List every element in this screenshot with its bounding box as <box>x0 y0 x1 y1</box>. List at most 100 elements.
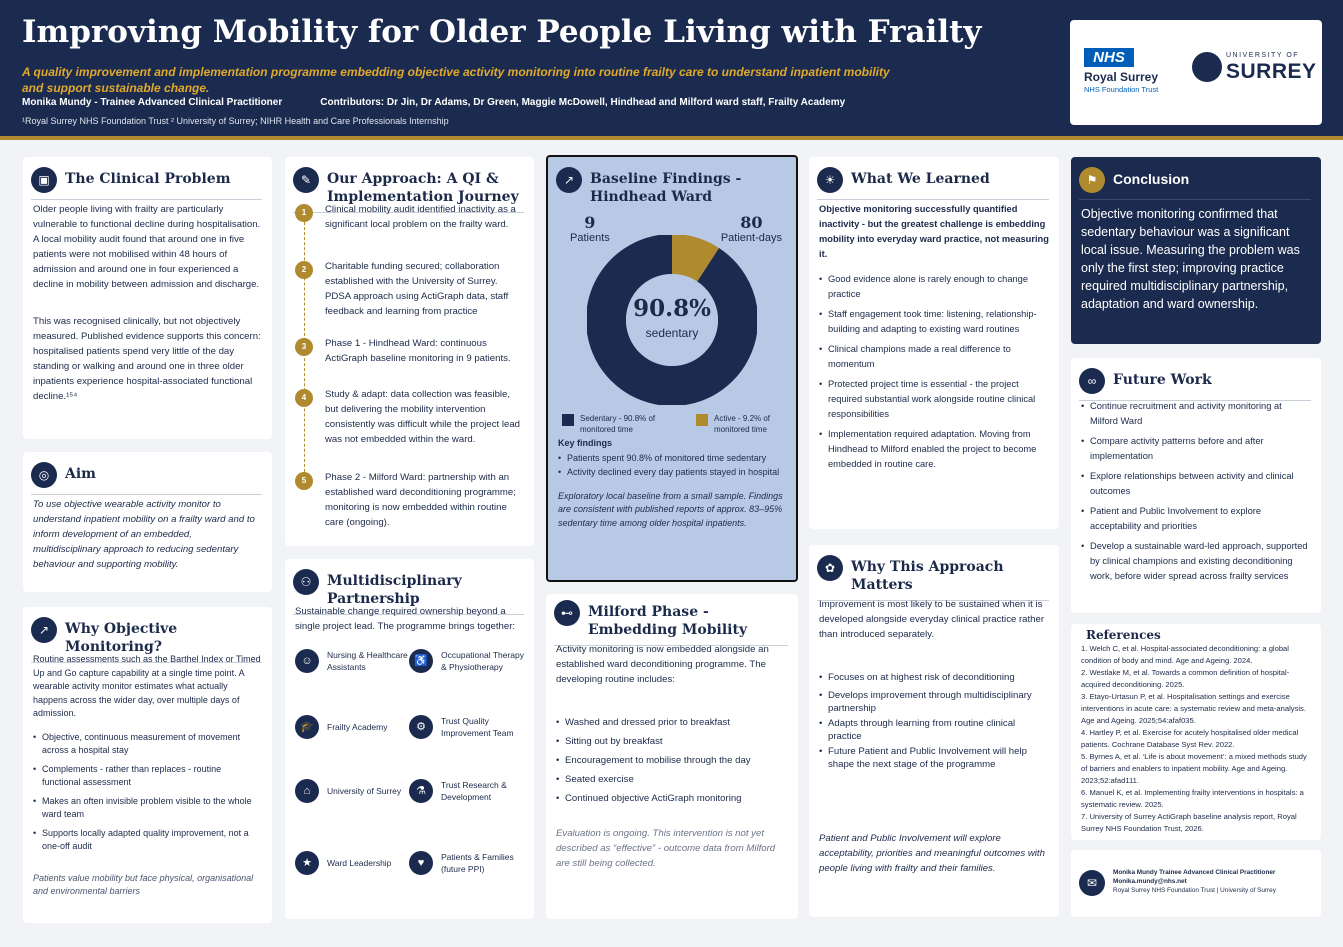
matters-bullet: Develops improvement through multidiscip… <box>819 689 1049 715</box>
matters-intro: Improvement is most likely to be sustain… <box>819 599 1045 640</box>
future-bullet: Continue recruitment and activity monito… <box>1081 399 1311 429</box>
key-finding: Activity declined every day patients sta… <box>558 466 786 480</box>
matters-footer: Patient and Public Involvement will expl… <box>819 833 1045 874</box>
milford-bullet: Continued objective ActiGraph monitoring <box>556 791 788 806</box>
milford-panel: ⊷ Milford Phase - Embedding Mobility Acti… <box>546 594 798 919</box>
learned-intro: Objective monitoring successfully quanti… <box>819 204 1049 259</box>
step-number: 2 <box>295 261 313 279</box>
problem-paragraph: Older people living with frailty are par… <box>33 204 261 290</box>
contributors: Contributors: Dr Jin, Dr Adams, Dr Green… <box>320 97 846 108</box>
partner-label: Patients & Families (future PPI) <box>441 852 514 874</box>
matters-bullet: Adapts through learning from routine cli… <box>819 717 1049 743</box>
monitoring-bullet: Complements - rather than replaces - rou… <box>33 763 262 790</box>
future-bullet: Develop a sustainable ward-led approach,… <box>1081 539 1311 584</box>
university-of-label: UNIVERSITY OF <box>1226 52 1300 59</box>
monitoring-bullet: Objective, continuous measurement of mov… <box>33 731 262 758</box>
panel-title: Baseline Findings - Hindhead Ward <box>590 171 742 205</box>
flag-icon: ⚑ <box>1079 167 1105 193</box>
step-text: Phase 1 - Hindhead Ward: continuous Acti… <box>325 338 511 364</box>
learned-bullet: Good evidence alone is rarely enough to … <box>819 272 1049 302</box>
step-number: 1 <box>295 204 313 222</box>
family-icon: ♥ <box>409 851 433 875</box>
patient-days-label: Patient-days <box>720 232 782 244</box>
partner-label: Occupational Therapy & Physiotherapy <box>441 650 525 672</box>
future-bullet: Compare activity patterns before and aft… <box>1081 434 1311 464</box>
nursing-icon: ☺ <box>295 649 319 673</box>
clipboard-icon: ✎ <box>293 167 319 193</box>
donut-slice-active <box>671 235 719 282</box>
dumbbell-icon: ⊷ <box>554 600 580 626</box>
step-text: Clinical mobility audit identified inact… <box>325 204 516 230</box>
nhs-trust-name: Royal Surrey <box>1084 70 1159 84</box>
email-icon: ✉ <box>1079 870 1105 896</box>
reference-item: 5. Byrnes A, et al. ‘Life is about movem… <box>1081 752 1307 785</box>
partnership-panel: ⚇ Multidisciplinary Partnership Sustainab… <box>285 559 534 919</box>
poster-header: Improving Mobility for Older People Livi… <box>0 0 1343 140</box>
panel-title: Future Work <box>1113 372 1212 388</box>
learned-panel: ☀ What We Learned Objective monitoring su… <box>809 157 1059 529</box>
patients-count: 9 <box>584 213 596 232</box>
donut-slice-sedentary <box>587 235 757 405</box>
approach-panel: ✎ Our Approach: A QI & Implementation Jou… <box>285 157 534 546</box>
why-matters-panel: ✿ Why This Approach Matters Improvement i… <box>809 545 1059 917</box>
panel-title: Multidisciplinary Partnership <box>327 573 462 607</box>
matters-bullet: Future Patient and Public Involvement wi… <box>819 745 1049 771</box>
milford-bullet: Sitting out by breakfast <box>556 734 788 749</box>
panel-title: Aim <box>65 466 96 482</box>
panel-title: Conclusion <box>1113 171 1190 187</box>
donut-center-label: sedentary <box>645 326 699 340</box>
milford-intro: Activity monitoring is now embedded alon… <box>556 644 769 685</box>
step-text: Study & adapt: data collection was feasi… <box>325 389 520 445</box>
future-bullet: Patient and Public Involvement to explor… <box>1081 504 1311 534</box>
panel-title: Why This Approach Matters <box>851 559 1004 593</box>
partner-label: Trust Quality Improvement Team <box>441 716 514 738</box>
milford-bullet: Seated exercise <box>556 772 788 787</box>
research-icon: ⚗ <box>409 779 433 803</box>
conclusion-text: Objective monitoring confirmed that sede… <box>1081 207 1300 311</box>
why-monitoring-panel: ↗ Why Objective Monitoring? Routine asses… <box>23 607 272 923</box>
therapy-icon: ♿ <box>409 649 433 673</box>
conclusion-panel: ⚑ Conclusion Objective monitoring confirm… <box>1071 157 1321 344</box>
panel-title: Milford Phase - Embedding Mobility <box>588 604 748 638</box>
step-text: Charitable funding secured; collaboratio… <box>325 261 509 317</box>
legend-swatch-sedentary <box>562 414 574 426</box>
contact-org: Royal Surrey NHS Foundation Trust | Univ… <box>1113 887 1276 894</box>
target-icon: ◎ <box>31 462 57 488</box>
panel-title: Why Objective Monitoring? <box>65 621 178 655</box>
nhs-trust-subtitle: NHS Foundation Trust <box>1084 85 1159 94</box>
legend-swatch-active <box>696 414 708 426</box>
contact-name: Monika Mundy Trainee Advanced Clinical P… <box>1113 869 1276 876</box>
future-work-panel: ∞ Future Work Continue recruitment and ac… <box>1071 358 1321 613</box>
line-chart-icon: ↗ <box>556 167 582 193</box>
learned-bullet: Implementation required adaptation. Movi… <box>819 427 1049 472</box>
references-panel: References 1. Welch C, et al. Hospital-a… <box>1071 624 1321 840</box>
milford-bullet: Encouragement to mobilise through the da… <box>556 753 788 768</box>
partner-label: Frailty Academy <box>327 722 388 732</box>
problem-paragraph: This was recognised clinically, but not … <box>33 316 261 402</box>
partner-label: Nursing & Healthcare Assistants <box>327 650 408 672</box>
donut-hole <box>626 274 718 366</box>
reference-item: 3. Etayo-Urtasun P, et al. Hospitalisati… <box>1081 692 1306 725</box>
university-name: SURREY <box>1226 60 1317 83</box>
milford-footer: Evaluation is ongoing. This intervention… <box>556 828 776 869</box>
partnership-intro: Sustainable change required ownership be… <box>295 606 516 632</box>
panel-title: Our Approach: A QI & Implementation Jour… <box>327 171 519 205</box>
baseline-panel: ↗ Baseline Findings - Hindhead Ward 9 Pat… <box>546 155 798 582</box>
university-icon: ⌂ <box>295 779 319 803</box>
lightbulb-icon: ☀ <box>817 167 843 193</box>
baseline-note: Exploratory local baseline from a small … <box>558 490 783 528</box>
patient-days-count: 80 <box>740 213 763 232</box>
sedentary-donut-chart <box>587 235 757 405</box>
partner-label: University of Surrey <box>327 786 402 796</box>
academy-icon: 🎓 <box>295 715 319 739</box>
references-title: References <box>1086 628 1161 642</box>
contact-email[interactable]: Monika.mundy@nhs.net <box>1113 878 1187 885</box>
partner-label: Ward Leadership <box>327 858 392 868</box>
learned-bullet: Clinical champions made a real differenc… <box>819 342 1049 372</box>
monitoring-intro: Routine assessments such as the Barthel … <box>33 654 261 718</box>
panel-title: What We Learned <box>851 171 990 187</box>
future-bullet: Explore relationships between activity a… <box>1081 469 1311 499</box>
donut-center-value: 90.8% <box>633 295 711 322</box>
reference-item: 2. Westlake M, et al. Towards a common d… <box>1081 668 1290 689</box>
reference-item: 4. Hartley P, et al. Exercise for acutel… <box>1081 728 1299 749</box>
